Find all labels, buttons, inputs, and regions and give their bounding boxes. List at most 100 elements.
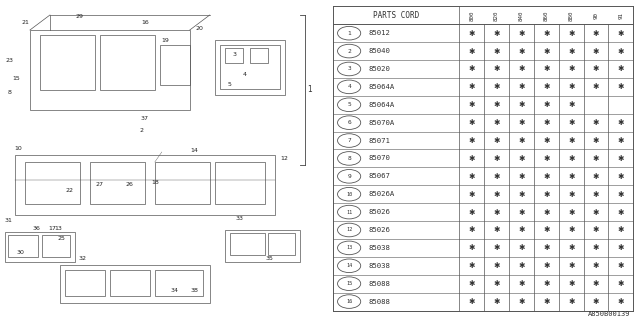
Text: ✱: ✱ xyxy=(618,226,624,235)
Text: ✱: ✱ xyxy=(468,100,475,109)
Text: 800: 800 xyxy=(469,10,474,20)
Text: ✱: ✱ xyxy=(493,47,500,56)
Bar xyxy=(8,235,38,257)
Text: ✱: ✱ xyxy=(468,136,475,145)
Text: 3: 3 xyxy=(348,67,351,71)
Text: ✱: ✱ xyxy=(568,154,574,163)
Text: ✱: ✱ xyxy=(593,208,599,217)
Text: 11: 11 xyxy=(346,210,352,215)
Text: ✱: ✱ xyxy=(568,29,574,38)
Text: ✱: ✱ xyxy=(468,82,475,91)
Text: ✱: ✱ xyxy=(618,154,624,163)
Text: ✱: ✱ xyxy=(493,244,500,252)
Text: ✱: ✱ xyxy=(518,261,525,270)
Text: ✱: ✱ xyxy=(493,297,500,306)
Text: 34: 34 xyxy=(171,287,179,292)
Bar xyxy=(15,155,275,215)
Text: 12: 12 xyxy=(281,156,289,161)
Text: ✱: ✱ xyxy=(593,29,599,38)
Text: 26: 26 xyxy=(126,182,134,188)
Bar xyxy=(90,162,145,204)
Text: ✱: ✱ xyxy=(568,226,574,235)
Text: PARTS CORD: PARTS CORD xyxy=(373,11,419,20)
Text: ✱: ✱ xyxy=(593,82,599,91)
Text: ✱: ✱ xyxy=(618,279,624,288)
Text: 7: 7 xyxy=(348,138,351,143)
Text: ✱: ✱ xyxy=(543,136,550,145)
Text: ✱: ✱ xyxy=(543,118,550,127)
Text: ✱: ✱ xyxy=(543,297,550,306)
Bar xyxy=(5,232,75,262)
Text: ✱: ✱ xyxy=(468,64,475,74)
Text: 15: 15 xyxy=(12,76,20,81)
Text: 29: 29 xyxy=(76,13,84,19)
Bar xyxy=(250,48,268,63)
Text: ✱: ✱ xyxy=(543,261,550,270)
Text: ✱: ✱ xyxy=(468,172,475,181)
Text: 14: 14 xyxy=(346,263,352,268)
Text: ✱: ✱ xyxy=(493,226,500,235)
Text: 18: 18 xyxy=(151,180,159,186)
Bar xyxy=(110,270,150,296)
Bar xyxy=(42,235,70,257)
Text: ✱: ✱ xyxy=(468,279,475,288)
Text: ✱: ✱ xyxy=(568,136,574,145)
Text: 2: 2 xyxy=(140,127,144,132)
Text: ✱: ✱ xyxy=(493,172,500,181)
Text: ✱: ✱ xyxy=(518,154,525,163)
Bar xyxy=(60,265,210,303)
Text: 16: 16 xyxy=(346,299,352,304)
Text: 21: 21 xyxy=(21,20,29,25)
Text: 38: 38 xyxy=(191,287,198,292)
Text: ✱: ✱ xyxy=(568,208,574,217)
Text: 12: 12 xyxy=(346,228,352,233)
Text: ✱: ✱ xyxy=(493,279,500,288)
Text: ✱: ✱ xyxy=(593,47,599,56)
Text: 8: 8 xyxy=(8,90,12,94)
Bar xyxy=(230,233,265,255)
Text: ✱: ✱ xyxy=(593,297,599,306)
Text: ✱: ✱ xyxy=(543,279,550,288)
Text: ✱: ✱ xyxy=(593,244,599,252)
Text: 85020: 85020 xyxy=(369,66,390,72)
Text: ✱: ✱ xyxy=(493,261,500,270)
Text: 25: 25 xyxy=(58,236,66,241)
Text: 85070A: 85070A xyxy=(369,120,395,126)
Text: 32: 32 xyxy=(79,255,87,260)
Text: ✱: ✱ xyxy=(493,100,500,109)
Text: ✱: ✱ xyxy=(618,47,624,56)
Text: ✱: ✱ xyxy=(618,297,624,306)
Bar xyxy=(30,30,190,110)
Text: ✱: ✱ xyxy=(618,82,624,91)
Text: 85071: 85071 xyxy=(369,138,390,144)
Text: ✱: ✱ xyxy=(593,136,599,145)
Text: ✱: ✱ xyxy=(618,208,624,217)
Text: 14: 14 xyxy=(191,148,198,153)
Text: 22: 22 xyxy=(66,188,74,193)
Text: ✱: ✱ xyxy=(518,297,525,306)
Text: ✱: ✱ xyxy=(568,190,574,199)
Text: ✱: ✱ xyxy=(618,64,624,74)
Text: ✱: ✱ xyxy=(618,136,624,145)
Text: ✱: ✱ xyxy=(493,82,500,91)
Text: 90: 90 xyxy=(593,12,598,19)
Text: 4: 4 xyxy=(243,73,246,77)
Text: 23: 23 xyxy=(6,58,14,62)
Text: ✱: ✱ xyxy=(593,64,599,74)
Text: ✱: ✱ xyxy=(593,172,599,181)
Text: ✱: ✱ xyxy=(518,47,525,56)
Text: ✱: ✱ xyxy=(618,190,624,199)
Text: ✱: ✱ xyxy=(518,118,525,127)
Bar xyxy=(25,162,80,204)
Text: 85088: 85088 xyxy=(369,281,390,287)
Text: ✱: ✱ xyxy=(493,208,500,217)
Bar xyxy=(65,270,105,296)
Bar xyxy=(100,35,155,90)
Text: ✱: ✱ xyxy=(468,47,475,56)
Text: ✱: ✱ xyxy=(593,279,599,288)
Text: ✱: ✱ xyxy=(518,100,525,109)
Text: 27: 27 xyxy=(96,182,104,188)
Text: 3: 3 xyxy=(233,52,237,58)
Bar xyxy=(40,35,95,90)
Text: 85067: 85067 xyxy=(369,173,390,179)
